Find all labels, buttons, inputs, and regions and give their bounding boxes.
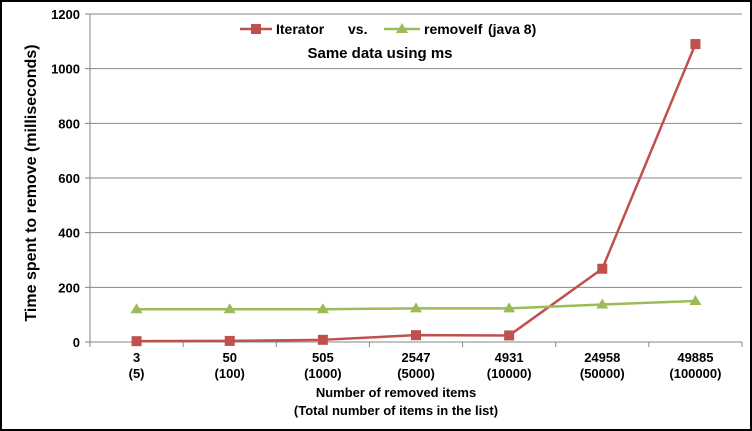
y-tick-label-1200: 1200 bbox=[51, 7, 80, 22]
x-tick-label-5-line1: 24958 bbox=[584, 350, 620, 365]
legend-removeif-label: removeIf bbox=[424, 21, 483, 37]
y-tick-label-0: 0 bbox=[73, 335, 80, 350]
legend-iterator-label: Iterator bbox=[276, 21, 325, 37]
x-tick-label-3-line2: (5000) bbox=[397, 366, 435, 381]
grid-lines bbox=[90, 13, 742, 288]
x-tick-label-1-line1: 50 bbox=[222, 350, 236, 365]
y-axis-label: Time spent to remove (milliseconds) bbox=[23, 44, 40, 321]
series-line-0 bbox=[136, 43, 697, 343]
x-tick-label-6-line1: 49885 bbox=[677, 350, 713, 365]
y-tick-label-400: 400 bbox=[58, 226, 80, 241]
series-1-point-4 bbox=[503, 302, 516, 313]
series-0-point-4 bbox=[504, 330, 515, 341]
x-tick-label-4-line1: 4931 bbox=[495, 350, 524, 365]
legend-iterator-marker bbox=[251, 24, 261, 34]
x-axis-label-line2: (Total number of items in the list) bbox=[294, 403, 498, 418]
y-tick-label-200: 200 bbox=[58, 280, 80, 295]
series-1-point-6 bbox=[689, 295, 702, 305]
series-1-point-2 bbox=[316, 303, 329, 314]
legend-vs-label: vs. bbox=[348, 21, 367, 37]
legend: Iterator vs. removeIf (java 8) bbox=[240, 21, 536, 37]
legend-removeif-marker bbox=[396, 23, 408, 33]
chart-subtitle: Same data using ms bbox=[307, 45, 452, 62]
x-tick-label-6-line2: (100000) bbox=[669, 366, 721, 381]
series-1-point-3 bbox=[410, 302, 422, 313]
series-0-point-6 bbox=[690, 39, 701, 50]
x-axis-label-line1: Number of removed items bbox=[316, 385, 476, 400]
series-0-point-5 bbox=[597, 263, 608, 274]
x-tick-label-5-line2: (50000) bbox=[580, 366, 625, 381]
y-tick-label-1000: 1000 bbox=[51, 62, 80, 77]
axes bbox=[85, 13, 743, 347]
series-0-point-1 bbox=[224, 335, 235, 346]
series-0-point-2 bbox=[317, 334, 328, 345]
series-group bbox=[130, 39, 702, 347]
series-0-point-3 bbox=[411, 330, 421, 341]
x-tick-label-2-line1: 505 bbox=[312, 350, 334, 365]
x-tick-label-4-line2: (10000) bbox=[487, 366, 532, 381]
series-1-point-1 bbox=[223, 303, 236, 314]
x-tick-label-1-line2: (100) bbox=[215, 366, 245, 381]
x-tick-label-0-line2: (5) bbox=[129, 366, 145, 381]
legend-java-label: (java 8) bbox=[488, 21, 536, 37]
series-0-point-0 bbox=[131, 336, 142, 347]
series-1-point-0 bbox=[130, 303, 143, 314]
y-tick-labels: 0 200 400 600 800 1000 1200 bbox=[51, 7, 80, 350]
y-tick-label-600: 600 bbox=[58, 171, 80, 186]
x-tick-label-0-line1: 3 bbox=[133, 350, 140, 365]
y-tick-label-800: 800 bbox=[58, 116, 80, 131]
x-tick-labels: 3(5)50(100)505(1000)2547(5000)4931(10000… bbox=[129, 350, 722, 381]
series-1-point-5 bbox=[596, 298, 609, 309]
x-tick-label-3-line1: 2547 bbox=[402, 350, 431, 365]
x-tick-label-2-line2: (1000) bbox=[304, 366, 342, 381]
